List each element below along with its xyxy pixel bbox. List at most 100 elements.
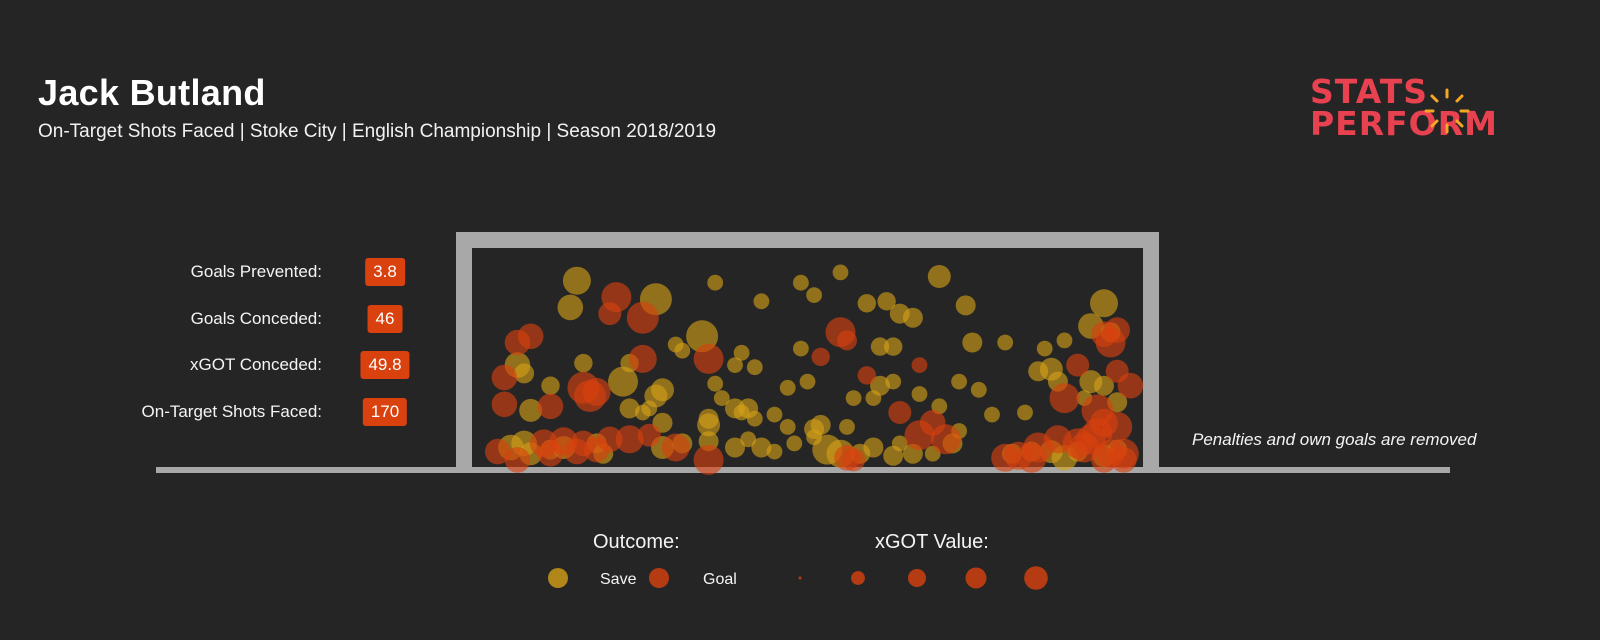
legend-marks bbox=[548, 566, 1048, 590]
goal-shot-point bbox=[491, 391, 518, 418]
save-shot-point bbox=[1036, 340, 1053, 357]
stat-row-shots-faced: On-Target Shots Faced: 170 bbox=[0, 396, 430, 428]
goal-shot-point bbox=[1091, 447, 1117, 473]
save-shot-point bbox=[725, 437, 745, 458]
stat-label: On-Target Shots Faced: bbox=[141, 402, 322, 421]
save-shot-point bbox=[753, 293, 770, 310]
legend-size-marker bbox=[965, 567, 987, 589]
save-shot-point bbox=[870, 375, 890, 396]
goal-shot-point bbox=[597, 426, 623, 453]
save-shot-point bbox=[799, 373, 816, 390]
save-shot-point bbox=[766, 406, 783, 423]
goal-shot-point bbox=[1117, 372, 1144, 399]
goal-shot-point bbox=[930, 424, 961, 455]
stats-perform-logo: STATS PERFORM bbox=[1310, 75, 1520, 146]
save-shot-point bbox=[902, 307, 923, 328]
shot-points bbox=[485, 264, 1144, 475]
save-shot-point bbox=[574, 353, 593, 373]
goal-shot-point bbox=[582, 377, 611, 406]
goal-shot-point bbox=[661, 433, 690, 462]
save-shot-point bbox=[845, 390, 862, 406]
legend-save-marker bbox=[548, 568, 568, 588]
legend-size-marker bbox=[851, 571, 865, 585]
goal-shot-point bbox=[626, 301, 659, 334]
save-shot-point bbox=[707, 274, 724, 291]
save-shot-point bbox=[786, 435, 803, 452]
chart-note: Penalties and own goals are removed bbox=[1192, 430, 1477, 449]
goal-shot-point bbox=[811, 347, 830, 367]
legend-save-label: Save bbox=[600, 571, 637, 588]
save-shot-point bbox=[863, 437, 884, 458]
save-shot-point bbox=[746, 359, 763, 376]
save-shot-point bbox=[713, 390, 730, 406]
save-shot-point bbox=[911, 386, 928, 402]
save-shot-point bbox=[857, 294, 876, 313]
goal-shot-point bbox=[1104, 317, 1130, 343]
stat-row-xgot-conceded: xGOT Conceded: 49.8 bbox=[0, 349, 430, 381]
page-subtitle: On-Target Shots Faced | Stoke City | Eng… bbox=[38, 121, 717, 142]
save-shot-point bbox=[832, 264, 849, 281]
right-post bbox=[1143, 232, 1159, 470]
stat-label: Goals Prevented: bbox=[190, 262, 322, 281]
stat-value-badge: 46 bbox=[367, 305, 403, 333]
save-shot-point bbox=[1017, 404, 1033, 421]
save-shot-point bbox=[927, 265, 951, 288]
goal-shot-point bbox=[504, 447, 531, 473]
save-shot-point bbox=[870, 337, 890, 356]
legend-size-marker bbox=[798, 576, 802, 580]
goal-shot-point bbox=[1049, 383, 1080, 414]
ground-line bbox=[156, 467, 1450, 473]
save-shot-point bbox=[806, 429, 822, 446]
goal-shot-point bbox=[615, 425, 644, 454]
save-shot-point bbox=[962, 332, 983, 353]
save-shot-point bbox=[779, 419, 796, 435]
save-shot-point bbox=[779, 379, 796, 396]
legend-outcome-title: Outcome: bbox=[593, 531, 680, 553]
save-shot-point bbox=[727, 357, 743, 373]
save-shot-point bbox=[619, 398, 640, 419]
save-shot-point bbox=[970, 381, 987, 398]
save-shot-point bbox=[738, 398, 759, 419]
goal-shot-point bbox=[628, 344, 657, 373]
goal-shot-point bbox=[517, 323, 544, 350]
goal-shot-point bbox=[888, 401, 912, 424]
save-shot-point bbox=[557, 294, 584, 321]
save-shot-point bbox=[562, 266, 591, 295]
save-shot-point bbox=[951, 373, 967, 390]
goal-shot-point bbox=[1043, 425, 1072, 454]
save-shot-point bbox=[751, 437, 772, 458]
save-shot-point bbox=[891, 435, 908, 452]
goal-shot-point bbox=[1066, 353, 1090, 377]
goal-shot-point bbox=[911, 357, 928, 373]
legend-size-marker bbox=[1024, 566, 1048, 590]
stat-value-badge: 3.8 bbox=[365, 258, 405, 286]
save-shot-point bbox=[984, 406, 1000, 423]
save-shot-point bbox=[931, 398, 948, 415]
stat-value-badge: 49.8 bbox=[360, 351, 410, 379]
legend-goal-marker bbox=[649, 568, 669, 588]
stat-label: Goals Conceded: bbox=[190, 309, 322, 328]
save-shot-point bbox=[793, 340, 809, 357]
save-shot-point bbox=[519, 398, 543, 422]
goal-shot-point bbox=[537, 393, 564, 420]
sunburst-icon bbox=[1424, 88, 1470, 134]
save-shot-point bbox=[793, 274, 809, 291]
goal-frame bbox=[156, 232, 1450, 473]
goal-shot-point bbox=[1111, 447, 1137, 473]
goal-shot-point bbox=[637, 423, 661, 447]
save-shot-point bbox=[1056, 332, 1073, 349]
save-shot-point bbox=[1090, 289, 1118, 318]
save-shot-point bbox=[707, 375, 724, 392]
stat-row-goals-prevented: Goals Prevented: 3.8 bbox=[0, 256, 430, 288]
save-shot-point bbox=[877, 292, 896, 311]
save-shot-point bbox=[667, 336, 684, 353]
save-shot-point bbox=[766, 443, 783, 460]
legend-xgot-title: xGOT Value: bbox=[875, 531, 989, 553]
stat-row-goals-conceded: Goals Conceded: 46 bbox=[0, 303, 430, 335]
save-shot-point bbox=[1094, 375, 1114, 396]
stat-label: xGOT Conceded: bbox=[190, 355, 322, 374]
goal-shot-point bbox=[1075, 424, 1106, 455]
save-shot-point bbox=[733, 344, 750, 361]
save-shot-point bbox=[514, 363, 535, 384]
